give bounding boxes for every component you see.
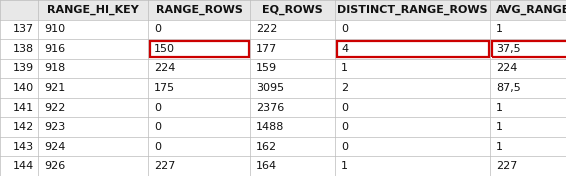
Text: 227: 227 xyxy=(154,161,175,171)
Text: 141: 141 xyxy=(13,103,34,113)
Text: RANGE_ROWS: RANGE_ROWS xyxy=(156,5,242,15)
Text: 0: 0 xyxy=(154,24,161,34)
Text: 1: 1 xyxy=(496,103,503,113)
Text: 923: 923 xyxy=(44,122,65,132)
Text: 138: 138 xyxy=(13,44,34,54)
Text: 0: 0 xyxy=(154,142,161,152)
Bar xyxy=(491,41,566,57)
Text: 140: 140 xyxy=(13,83,34,93)
Text: 162: 162 xyxy=(256,142,277,152)
Bar xyxy=(0,98,566,117)
Text: 87,5: 87,5 xyxy=(496,83,521,93)
Text: 4: 4 xyxy=(341,44,348,54)
Bar xyxy=(0,0,566,20)
Text: 0: 0 xyxy=(341,122,348,132)
Text: 1: 1 xyxy=(341,63,348,73)
Text: 222: 222 xyxy=(256,24,277,34)
Text: 144: 144 xyxy=(13,161,34,171)
Text: 924: 924 xyxy=(44,142,66,152)
Text: 916: 916 xyxy=(44,44,65,54)
Text: 918: 918 xyxy=(44,63,65,73)
Bar xyxy=(0,137,566,156)
Text: 175: 175 xyxy=(154,83,175,93)
Bar xyxy=(0,156,566,176)
Text: 2376: 2376 xyxy=(256,103,284,113)
Bar xyxy=(0,59,566,78)
Text: 1: 1 xyxy=(496,122,503,132)
Text: AVG_RANGE_ROWS: AVG_RANGE_ROWS xyxy=(496,5,566,15)
Text: 921: 921 xyxy=(44,83,65,93)
Text: 1: 1 xyxy=(341,161,348,171)
Bar xyxy=(0,117,566,137)
Text: 0: 0 xyxy=(341,103,348,113)
Text: 142: 142 xyxy=(13,122,34,132)
Bar xyxy=(0,20,566,39)
Text: 0: 0 xyxy=(341,142,348,152)
Bar xyxy=(0,78,566,98)
Text: 224: 224 xyxy=(154,63,175,73)
Text: 926: 926 xyxy=(44,161,65,171)
Text: EQ_ROWS: EQ_ROWS xyxy=(262,5,323,15)
Text: 922: 922 xyxy=(44,103,66,113)
Text: 177: 177 xyxy=(256,44,277,54)
Text: 137: 137 xyxy=(13,24,34,34)
Text: 1: 1 xyxy=(496,24,503,34)
Bar xyxy=(337,41,488,57)
Text: 0: 0 xyxy=(154,103,161,113)
Text: 164: 164 xyxy=(256,161,277,171)
Text: 3095: 3095 xyxy=(256,83,284,93)
Bar xyxy=(149,41,248,57)
Text: 139: 139 xyxy=(13,63,34,73)
Text: 143: 143 xyxy=(13,142,34,152)
Text: 224: 224 xyxy=(496,63,517,73)
Text: DISTINCT_RANGE_ROWS: DISTINCT_RANGE_ROWS xyxy=(337,5,488,15)
Text: 159: 159 xyxy=(256,63,277,73)
Text: 227: 227 xyxy=(496,161,517,171)
Text: 1488: 1488 xyxy=(256,122,284,132)
Text: 0: 0 xyxy=(341,24,348,34)
Text: RANGE_HI_KEY: RANGE_HI_KEY xyxy=(47,5,139,15)
Text: 1: 1 xyxy=(496,142,503,152)
Text: 150: 150 xyxy=(154,44,175,54)
Text: 910: 910 xyxy=(44,24,65,34)
Text: 0: 0 xyxy=(154,122,161,132)
Bar xyxy=(0,39,566,59)
Text: 37,5: 37,5 xyxy=(496,44,521,54)
Text: 2: 2 xyxy=(341,83,348,93)
